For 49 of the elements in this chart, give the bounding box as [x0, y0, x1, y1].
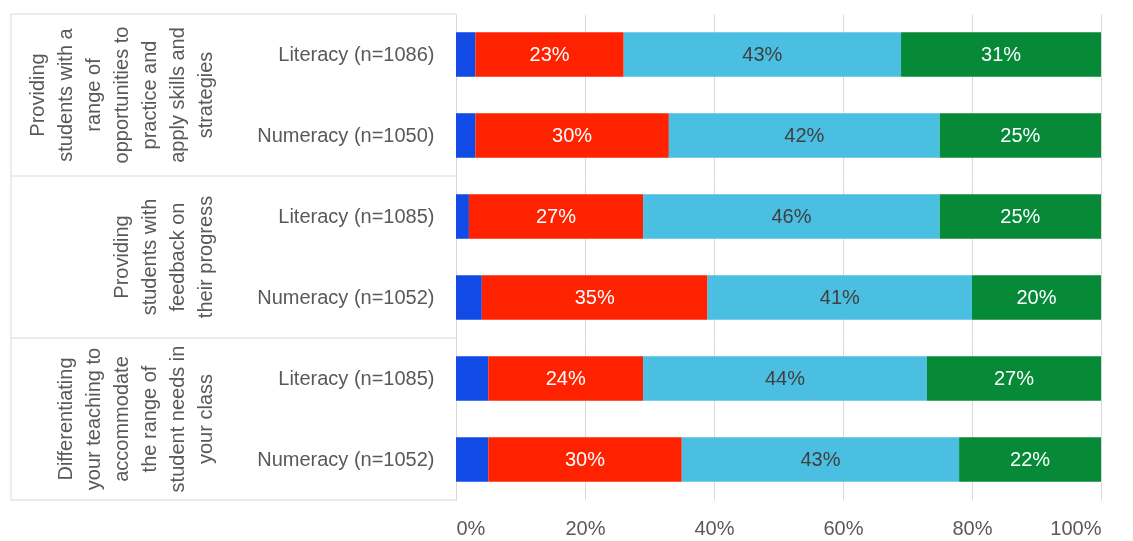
data-label: 27%: [993, 366, 1035, 389]
data-label: 43%: [742, 42, 783, 65]
bar: [623, 32, 902, 77]
data-label: 22%: [1010, 447, 1051, 470]
bar: [901, 32, 1101, 77]
bar: [475, 32, 624, 77]
x-tick-label: 40%: [694, 516, 735, 539]
data-label: 43%: [800, 447, 841, 470]
data-label: 20%: [1016, 285, 1057, 308]
data-label: 42%: [784, 123, 825, 146]
bar: [475, 113, 669, 158]
x-tick-label: 0%: [456, 516, 486, 539]
y-tick-label: Literacy (n=1085): [278, 366, 435, 389]
data-label: 35%: [574, 285, 615, 308]
data-label: 23%: [529, 42, 570, 65]
data-label: 44%: [764, 366, 806, 389]
y-tick-label: Numeracy (n=1052): [257, 285, 435, 308]
x-tick-label: 20%: [565, 516, 606, 539]
text: Differentiating your teaching to accommodate the range of student needs in your class: [54, 345, 216, 493]
data-label: 25%: [1000, 204, 1041, 227]
y-tick-label: Numeracy (n=1052): [257, 447, 435, 470]
x-tick-label: 80%: [952, 516, 993, 539]
x-tick-label: 100%: [1050, 516, 1102, 539]
x-tick-label: 60%: [823, 516, 864, 539]
text: Providing students with feedback on their progress: [110, 195, 216, 319]
text: Providing students with a range of opportunities to practice and apply skills and strategies: [26, 26, 216, 164]
bar: [643, 194, 940, 239]
bar: [456, 32, 476, 77]
data-label: 24%: [545, 366, 586, 389]
bar: [456, 113, 476, 158]
bar: [939, 194, 1101, 239]
y-tick-label: Literacy (n=1086): [278, 42, 435, 65]
data-label: 31%: [981, 42, 1022, 65]
bar: [456, 275, 482, 320]
data-label: 41%: [819, 285, 861, 308]
bar: [668, 113, 940, 158]
bar: [481, 275, 708, 320]
y-tick-label: Literacy (n=1085): [278, 204, 435, 227]
bar: [972, 275, 1101, 320]
y-tick-label: Numeracy (n=1050): [257, 123, 435, 146]
data-label: 46%: [771, 204, 812, 227]
bar: [456, 194, 469, 239]
data-label: 30%: [552, 123, 593, 146]
data-label: 27%: [535, 204, 577, 227]
data-label: 25%: [1000, 123, 1041, 146]
data-label: 30%: [564, 447, 606, 470]
bar: [707, 275, 972, 320]
bar: [939, 113, 1101, 158]
bar: [468, 194, 644, 239]
